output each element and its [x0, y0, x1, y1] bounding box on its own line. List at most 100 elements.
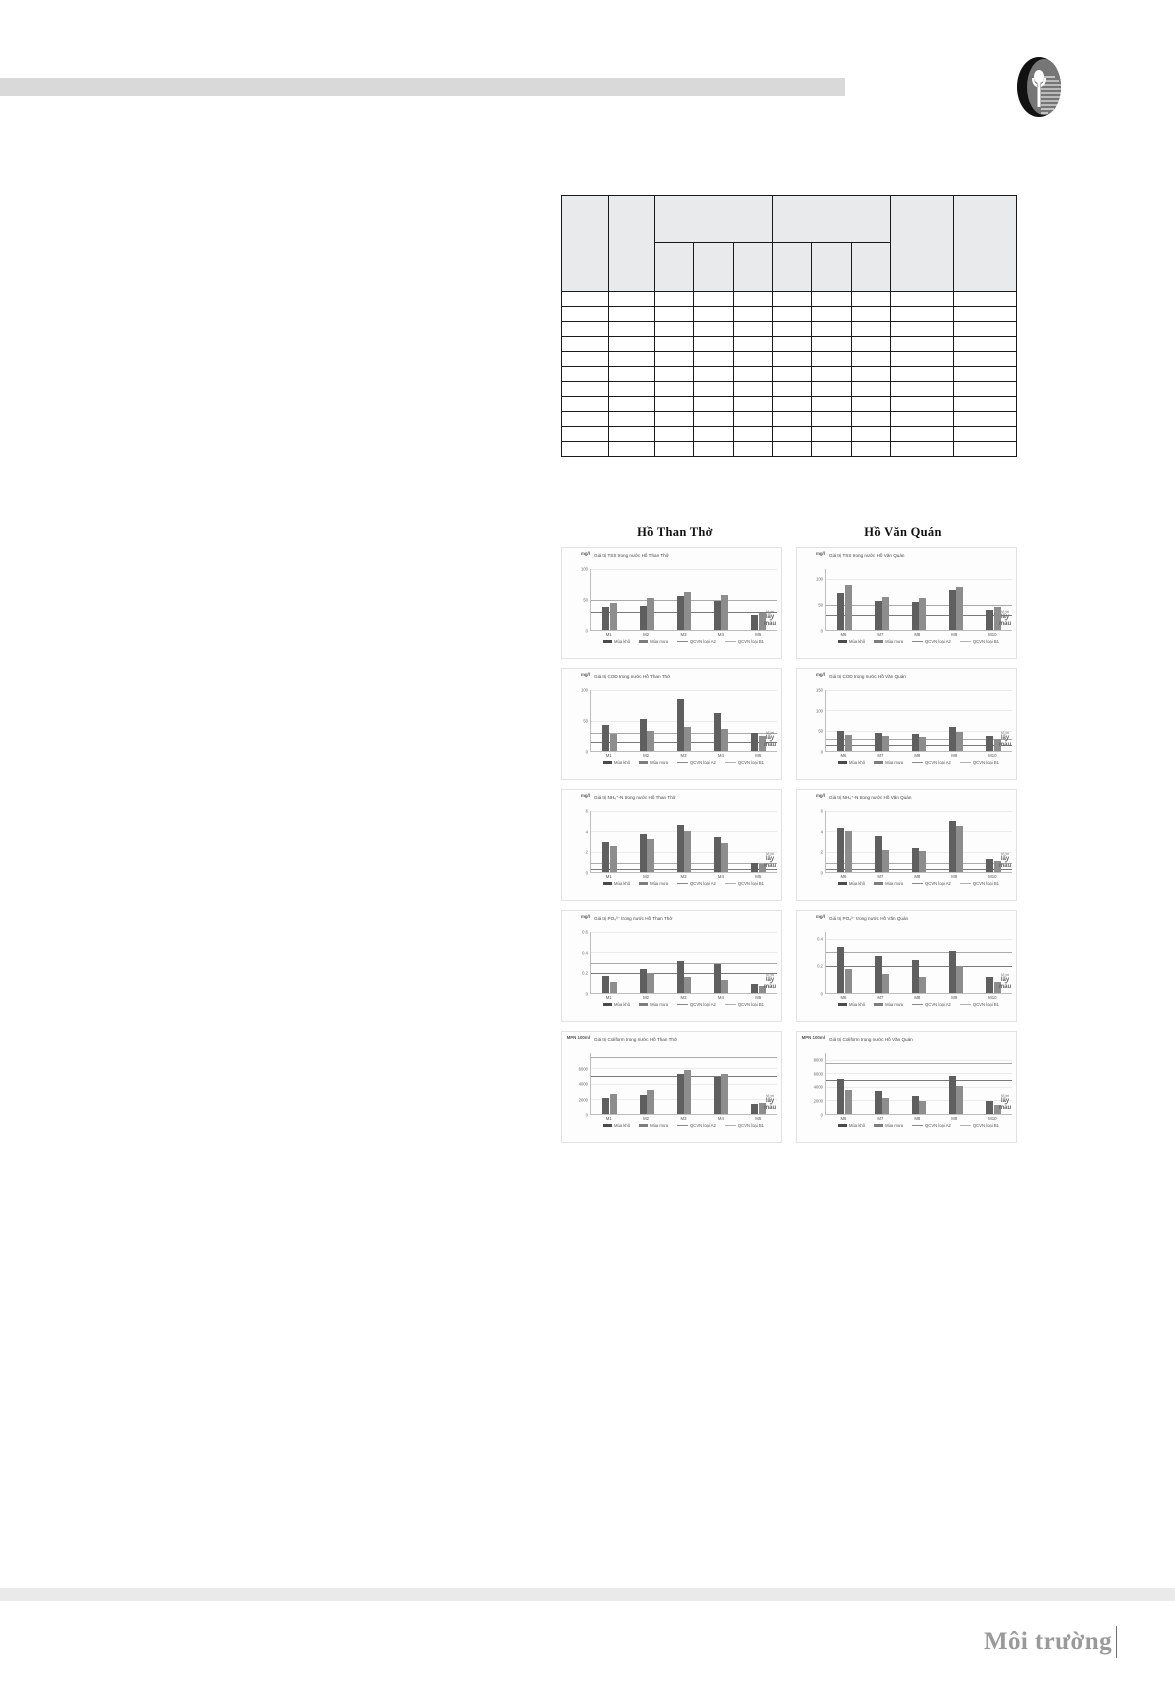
bar-dry [837, 828, 845, 872]
plot-canvas [825, 1053, 1012, 1115]
legend-swatch [874, 761, 884, 764]
table-cell [811, 396, 852, 412]
legend-item-limit-a2: QCVN loại A2 [912, 760, 951, 765]
y-tick-label: 100 [816, 708, 823, 714]
chart-legend: Mùa khô Mùa mưa QCVN loại A2 QCVN loại B1 [825, 639, 1012, 644]
bar-group [639, 569, 655, 630]
legend-swatch [677, 1004, 689, 1005]
bar-wet [844, 585, 852, 630]
table-cell [653, 291, 695, 307]
x-tick-label: M8 [914, 753, 921, 758]
table-cell [561, 426, 609, 442]
bar-wet [609, 845, 617, 872]
x-axis-title-line1: Vị trí [1000, 608, 1010, 614]
chart-head: MPN 100ml Giá trị Coliform trong nước Hồ … [801, 1035, 1012, 1052]
x-tick-row: M6 M7 M8 M9 M10 [825, 753, 1012, 758]
table-cell [693, 291, 734, 307]
y-tick-label: 50 [583, 718, 588, 724]
table-row [561, 426, 1017, 442]
table-cell [811, 336, 852, 352]
legend-swatch [838, 640, 848, 643]
legend-label: Mùa mưa [650, 881, 669, 886]
gridline [826, 851, 1012, 853]
x-tick-row: M6 M7 M8 M9 M10 [825, 995, 1012, 1000]
gridline [826, 811, 1012, 812]
x-tick-label: M8 [914, 995, 921, 1000]
y-tick-label: 100 [816, 576, 823, 582]
x-axis-title-line2: lấy mẫu [763, 735, 777, 749]
bar-dry [639, 968, 647, 993]
legend-swatch [838, 1003, 848, 1006]
legend-item-dry-season: Mùa khô [603, 881, 630, 886]
chart-title: Giá trị TSS trong nước Hồ Than Thở [594, 553, 669, 558]
bar-group [874, 690, 890, 751]
legend-swatch [677, 641, 689, 642]
legend-label: Mùa khô [614, 1002, 631, 1007]
gridline [826, 831, 1012, 833]
bar-dry [639, 719, 647, 751]
bar-dry [986, 1101, 994, 1114]
chart-unit-label: mg/l [815, 551, 825, 556]
header-subcell-5 [811, 242, 852, 292]
y-tick-label: 4000 [813, 1084, 823, 1090]
table-cell [561, 351, 609, 367]
header-accent-bar [0, 78, 845, 96]
x-tick-label: M6 [840, 874, 847, 879]
legend-label: Mùa mưa [650, 760, 669, 765]
table-cell [811, 411, 852, 427]
bar-group [713, 811, 729, 872]
legend-label: QCVN loại B1 [972, 1002, 999, 1007]
header-subcell-1 [653, 242, 695, 292]
gridline [591, 952, 777, 954]
x-tick-label: M1 [605, 753, 612, 758]
table-cell [771, 291, 813, 307]
y-tick-label: 0 [585, 1112, 588, 1118]
chart-plot-area: 0 50 100 150 [801, 688, 1012, 755]
legend-label: Mùa mưa [885, 1002, 904, 1007]
legend-item-limit-a2: QCVN loại A2 [677, 1002, 716, 1007]
y-tick-label: 0.6 [582, 929, 588, 935]
chart-card-cod-van-quan: mg/l Giá trị COD trong nước Hồ Văn Quán 0 5… [796, 668, 1017, 780]
x-tick-label: M7 [877, 753, 884, 758]
bar-group [911, 811, 927, 872]
table-row [561, 321, 1017, 337]
x-tick-row: M6 M7 M8 M9 M10 [825, 874, 1012, 879]
y-tick-label: 50 [818, 728, 823, 734]
table-cell [890, 336, 954, 352]
x-axis: M1 M2 M3 M4 M5 [590, 1116, 777, 1121]
x-axis-title-line2: lấy mẫu [998, 856, 1012, 870]
chart-head: mg/l Giá trị NH₄⁺-N trong nước Hồ Than Th… [566, 793, 777, 810]
table-cell [890, 366, 954, 382]
legend-swatch [838, 761, 848, 764]
bar-wet [919, 598, 927, 630]
bar-group [948, 569, 964, 630]
lake-title-row: Hồ Than Thở Hồ Văn Quán [561, 525, 1017, 547]
legend-swatch [912, 1125, 924, 1126]
bar-group [911, 1053, 927, 1114]
legend-label: Mùa khô [849, 1002, 866, 1007]
legend-label: Mùa khô [849, 639, 866, 644]
table-cell [771, 411, 813, 427]
x-axis-title-line1: Vị trí [1000, 971, 1010, 977]
bar-wet [758, 985, 766, 993]
table-cell [561, 336, 609, 352]
plot-canvas [825, 932, 1012, 994]
table-cell [608, 321, 655, 337]
y-axis: 0 50 100 [566, 567, 590, 634]
chart-legend: Mùa khô Mùa mưa QCVN loại A2 QCVN loại B1 [590, 1123, 777, 1128]
legend-label: Mùa khô [614, 1123, 631, 1128]
limit-line-b1 [826, 862, 1012, 864]
bar-dry [986, 858, 994, 872]
plot-canvas [590, 932, 777, 994]
bar-group [602, 569, 617, 630]
chart-title: Giá trị COD trong nước Hồ Than Thở [594, 674, 671, 679]
x-tick-row: M6 M7 M8 M9 M10 [825, 1116, 1012, 1121]
limit-line-a2 [826, 614, 1012, 616]
y-axis: 0 0.2 0.4 [801, 932, 825, 996]
legend-swatch [603, 882, 613, 885]
table-cell [653, 411, 695, 427]
bar-wet [956, 732, 964, 751]
bar-group [986, 569, 1001, 630]
table-cell [561, 396, 609, 412]
table-cell [608, 366, 655, 382]
